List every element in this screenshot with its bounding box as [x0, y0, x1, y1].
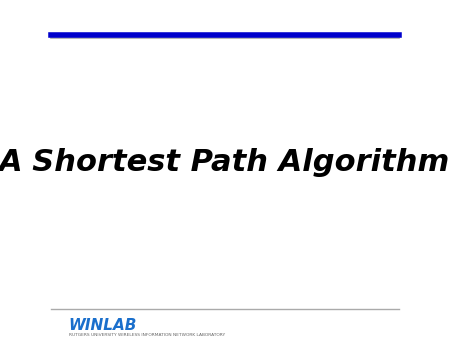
Text: WINLAB: WINLAB	[68, 318, 137, 333]
Text: RUTGERS UNIVERSITY WIRELESS INFORMATION NETWORK LABORATORY: RUTGERS UNIVERSITY WIRELESS INFORMATION …	[68, 333, 225, 337]
Text: A Shortest Path Algorithm: A Shortest Path Algorithm	[0, 148, 450, 177]
